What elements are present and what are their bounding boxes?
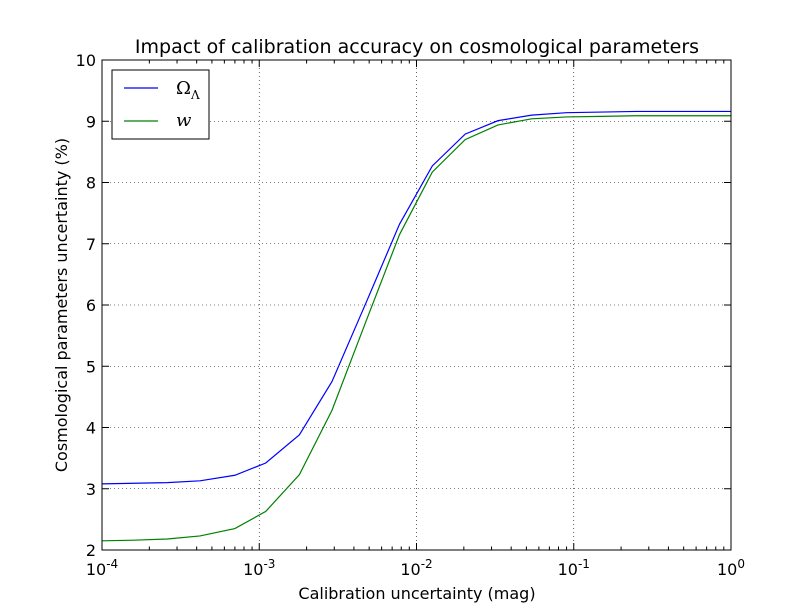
y-tick-label: 10: [76, 51, 96, 70]
x-tick-label: 10-1: [558, 557, 590, 579]
x-tick-labels: 10-4 10-3 10-2 10-1 100: [86, 557, 745, 579]
legend-label-omega-lambda: ΩΛ: [176, 78, 200, 102]
y-tick-label: 5: [86, 357, 96, 376]
legend: ΩΛ w: [111, 69, 210, 140]
y-tick-label: 4: [86, 419, 96, 438]
series-layer: [101, 110, 731, 542]
y-axis-label: Cosmological parameters uncertainty (%): [52, 138, 71, 472]
x-axis-label: Calibration uncertainty (mag): [298, 584, 535, 603]
legend-omega-symbol: Ω: [176, 78, 191, 99]
y-tick-label: 3: [86, 480, 96, 499]
x-tick-label: 10-3: [243, 557, 275, 579]
chart-title: Impact of calibration accuracy on cosmol…: [135, 36, 699, 58]
y-tick-label: 2: [86, 541, 96, 560]
y-tick-labels: 2 3 4 5 6 7 8 9 10: [76, 51, 96, 560]
legend-box: [111, 69, 210, 140]
series-line-omega-lambda: [101, 110, 731, 485]
axis-ticks: [101, 59, 732, 551]
x-tick-label: 10-4: [86, 557, 118, 579]
y-tick-label: 7: [86, 235, 96, 254]
series-line-w: [101, 115, 731, 542]
y-tick-label: 8: [86, 174, 96, 193]
y-tick-label: 6: [86, 296, 96, 315]
legend-lambda-subscript: Λ: [190, 88, 200, 102]
legend-label-w: w: [176, 110, 192, 131]
x-tick-label: 100: [717, 557, 745, 579]
y-tick-label: 9: [86, 112, 96, 131]
x-tick-label: 10-2: [400, 557, 432, 579]
